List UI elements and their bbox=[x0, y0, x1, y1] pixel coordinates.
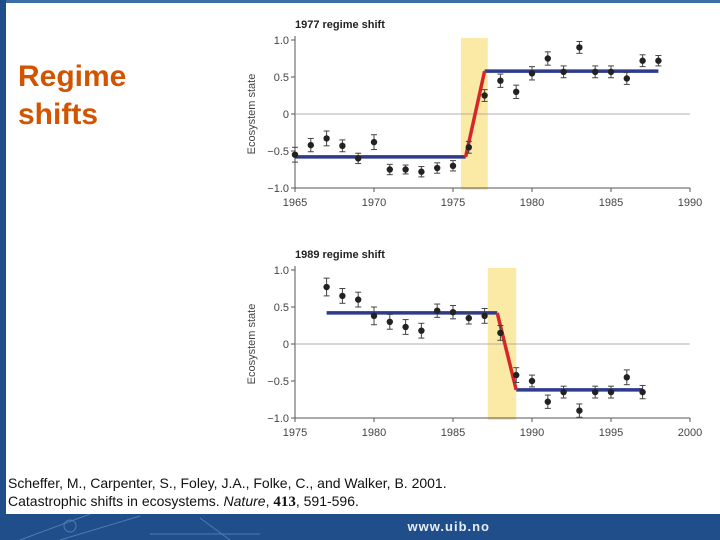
data-point bbox=[528, 70, 536, 77]
data-point bbox=[434, 164, 441, 172]
citation-journal: Nature bbox=[223, 493, 266, 509]
y-tick-label: −0.5 bbox=[267, 146, 289, 158]
data-point bbox=[402, 323, 409, 331]
x-tick-label: 1965 bbox=[283, 197, 307, 209]
y-tick-label: 0.5 bbox=[274, 72, 289, 84]
top-rule bbox=[0, 0, 720, 3]
slide-title-line2: shifts bbox=[18, 98, 99, 131]
data-point bbox=[355, 296, 362, 303]
x-tick-label: 1990 bbox=[678, 197, 702, 209]
chart-1989-regime-shift: 1989 regime shift 1.0 0.5 0 −0.5 −1.0 1975 1980… bbox=[246, 249, 702, 439]
data-point bbox=[323, 283, 330, 291]
x-tick-label: 1985 bbox=[441, 427, 465, 439]
data-point bbox=[639, 57, 646, 64]
data-point bbox=[592, 68, 599, 76]
data-point bbox=[402, 166, 409, 173]
data-point bbox=[513, 88, 520, 96]
data-point bbox=[639, 388, 646, 396]
data-point bbox=[576, 407, 583, 414]
data-point bbox=[449, 162, 457, 169]
data-point bbox=[560, 68, 567, 76]
citation-pages: , 591-596. bbox=[295, 493, 359, 509]
data-point bbox=[449, 308, 457, 316]
citation-authors: Scheffer, M., Carpenter, S., Foley, J.A.… bbox=[8, 475, 447, 491]
data-point bbox=[465, 144, 472, 151]
x-tick-label: 1975 bbox=[441, 197, 465, 209]
slide-title: Regime shifts bbox=[18, 58, 218, 134]
data-point bbox=[323, 135, 330, 142]
data-point bbox=[386, 318, 393, 325]
data-point bbox=[481, 312, 488, 320]
data-point bbox=[307, 141, 314, 149]
x-tick-label: 1980 bbox=[362, 427, 386, 439]
x-tick-label: 2000 bbox=[678, 427, 702, 439]
data-point bbox=[607, 68, 615, 76]
y-axis-label: Ecosystem state bbox=[246, 74, 258, 155]
y-axis-label: Ecosystem state bbox=[246, 304, 258, 385]
y-tick-label: 0 bbox=[283, 339, 289, 351]
data-point bbox=[465, 314, 472, 322]
x-tick-label: 1985 bbox=[599, 197, 623, 209]
data-point bbox=[418, 327, 425, 334]
chart-1977-regime-shift: 1977 regime shift 1.0 0.5 0 −0.5 −1.0 1965 1970… bbox=[246, 19, 702, 209]
citation-line2: Catastrophic shifts in ecosystems. Natur… bbox=[8, 493, 359, 510]
data-point bbox=[370, 312, 378, 320]
footer-bar: www.uib.no bbox=[0, 514, 720, 540]
y-tick-label: −1.0 bbox=[267, 413, 289, 425]
y-tick-label: −0.5 bbox=[267, 376, 289, 388]
data-point bbox=[544, 55, 551, 62]
data-point bbox=[339, 292, 346, 300]
data-point bbox=[370, 138, 378, 146]
left-rule bbox=[0, 0, 6, 540]
data-point bbox=[607, 388, 615, 396]
data-point bbox=[513, 371, 520, 379]
x-tick-label: 1975 bbox=[283, 427, 307, 439]
x-tick-label: 1990 bbox=[520, 427, 544, 439]
x-tick-label: 1995 bbox=[599, 427, 623, 439]
data-point bbox=[623, 75, 630, 82]
x-tick-label: 1980 bbox=[520, 197, 544, 209]
data-point bbox=[386, 166, 393, 173]
data-point bbox=[655, 57, 662, 64]
citation: Scheffer, M., Carpenter, S., Foley, J.A.… bbox=[8, 474, 608, 511]
y-tick-label: 1.0 bbox=[274, 35, 289, 47]
x-tick-label: 1970 bbox=[362, 197, 386, 209]
data-point bbox=[291, 151, 299, 158]
footer-url[interactable]: www.uib.no bbox=[407, 519, 490, 534]
y-tick-label: 0 bbox=[283, 109, 289, 121]
y-tick-label: 1.0 bbox=[274, 265, 289, 277]
data-point bbox=[544, 398, 551, 405]
data-point bbox=[418, 168, 425, 175]
data-point bbox=[576, 44, 583, 51]
data-point bbox=[355, 155, 362, 162]
citation-volume: 413 bbox=[273, 494, 296, 510]
data-point bbox=[528, 377, 536, 385]
data-point bbox=[623, 374, 630, 381]
slide-title-line1: Regime bbox=[18, 60, 127, 93]
chart-title: 1977 regime shift bbox=[295, 19, 385, 31]
data-point bbox=[481, 92, 488, 99]
y-tick-label: −1.0 bbox=[267, 183, 289, 195]
data-point bbox=[434, 307, 441, 314]
footer-decoration bbox=[19, 514, 260, 540]
chart-title: 1989 regime shift bbox=[295, 249, 385, 261]
y-tick-label: 0.5 bbox=[274, 302, 289, 314]
data-point bbox=[497, 77, 504, 84]
data-point bbox=[560, 388, 567, 396]
data-point bbox=[497, 329, 504, 337]
citation-title: Catastrophic shifts in ecosystems. bbox=[8, 493, 220, 509]
data-point bbox=[592, 388, 599, 396]
data-point bbox=[339, 142, 346, 150]
